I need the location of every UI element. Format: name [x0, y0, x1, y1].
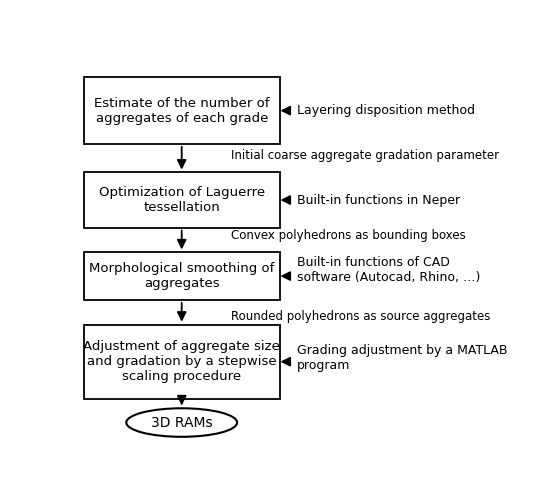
Text: Layering disposition method: Layering disposition method: [297, 104, 475, 117]
Text: Adjustment of aggregate size
and gradation by a stepwise
scaling procedure: Adjustment of aggregate size and gradati…: [83, 340, 280, 383]
Text: Convex polyhedrons as bounding boxes: Convex polyhedrons as bounding boxes: [231, 229, 465, 242]
FancyBboxPatch shape: [84, 78, 280, 144]
FancyBboxPatch shape: [84, 252, 280, 300]
Text: Morphological smoothing of
aggregates: Morphological smoothing of aggregates: [89, 262, 274, 290]
Text: 3D RAMs: 3D RAMs: [151, 415, 212, 430]
FancyBboxPatch shape: [84, 172, 280, 228]
Text: Grading adjustment by a MATLAB
program: Grading adjustment by a MATLAB program: [297, 344, 507, 372]
Text: Initial coarse aggregate gradation parameter: Initial coarse aggregate gradation param…: [231, 149, 499, 162]
Text: Optimization of Laguerre
tessellation: Optimization of Laguerre tessellation: [98, 186, 265, 214]
Text: Built-in functions of CAD
software (Autocad, Rhino, …): Built-in functions of CAD software (Auto…: [297, 256, 480, 285]
Text: Rounded polyhedrons as source aggregates: Rounded polyhedrons as source aggregates: [231, 310, 490, 323]
Text: Estimate of the number of
aggregates of each grade: Estimate of the number of aggregates of …: [94, 97, 270, 124]
Ellipse shape: [126, 408, 237, 437]
Text: Built-in functions in Neper: Built-in functions in Neper: [297, 194, 460, 206]
FancyBboxPatch shape: [84, 325, 280, 399]
